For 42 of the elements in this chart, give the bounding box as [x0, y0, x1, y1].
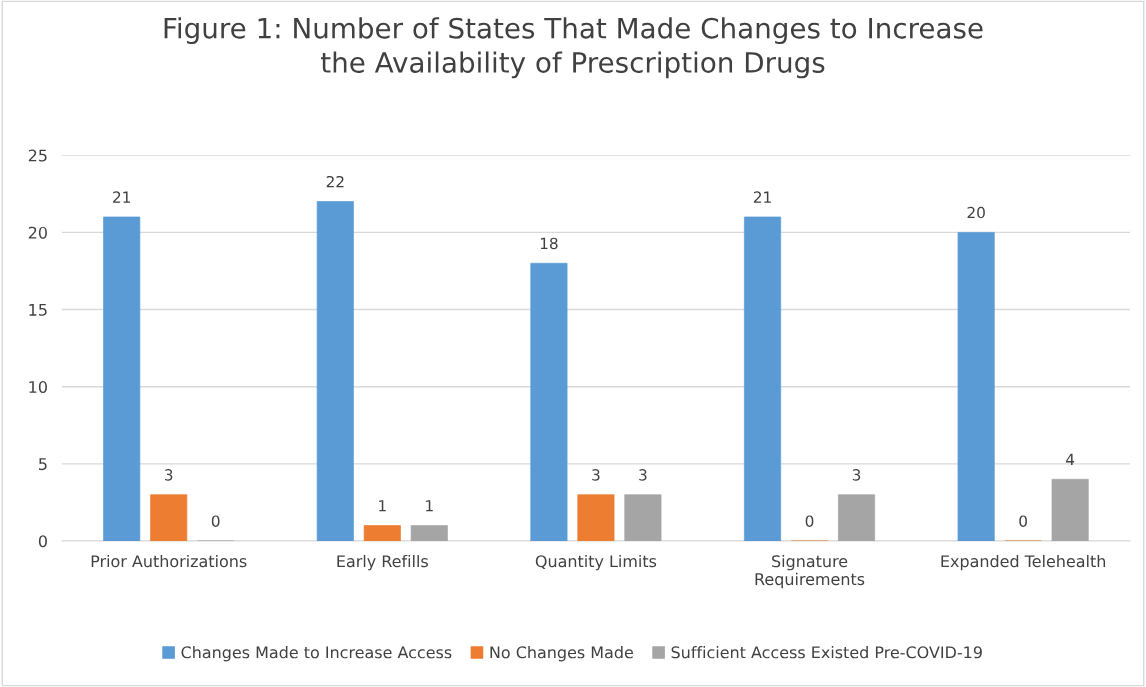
x-tick-label: Quantity Limits [535, 554, 657, 571]
data-label: 0 [1019, 515, 1027, 527]
data-label: 1 [426, 500, 433, 512]
data-label: 3 [639, 469, 647, 481]
data-label: 0 [211, 515, 220, 527]
y-tick-label: 15 [29, 303, 47, 316]
y-tick-label: 25 [28, 149, 47, 162]
legend-label: No Changes Made [490, 645, 633, 662]
data-label: 0 [805, 515, 814, 527]
data-label: 21 [113, 191, 131, 203]
data-label: 21 [753, 191, 771, 203]
bar [957, 232, 995, 542]
y-tick-label: 5 [39, 458, 47, 471]
data-label: 22 [326, 175, 344, 188]
bar [530, 262, 568, 542]
data-label: 4 [1066, 453, 1075, 465]
bar [363, 525, 401, 542]
bar [316, 201, 354, 542]
data-label: 20 [967, 206, 985, 219]
bar [624, 494, 662, 542]
y-tick-label: 0 [38, 535, 47, 548]
bar [577, 494, 615, 542]
legend-label: Sufficient Access Existed Pre-COVID-19 [671, 645, 982, 659]
bar [410, 525, 448, 542]
x-tick-label: Early Refills [337, 554, 428, 571]
data-label: 18 [540, 237, 558, 250]
data-label: 3 [592, 469, 600, 481]
bar [150, 494, 188, 542]
data-label: 3 [852, 469, 861, 481]
x-tick-label: Prior Authorizations [91, 554, 247, 568]
data-label: 1 [379, 500, 386, 512]
y-tick-label: 10 [29, 380, 47, 394]
data-label: 3 [165, 469, 173, 481]
bar [103, 216, 141, 542]
x-tick-label: Expanded Telehealth [941, 554, 1106, 571]
x-tick-label: Signature Requirements [755, 554, 865, 589]
bar [744, 216, 782, 542]
y-tick-label: 20 [28, 226, 47, 239]
chart-title: Figure 1: Number of States That Made Changes to Increase the Availability of Prescription Drugs [164, 17, 983, 79]
legend-label: Changes Made to Increase Access [181, 645, 452, 662]
bar [838, 494, 876, 542]
bar [1051, 478, 1089, 542]
